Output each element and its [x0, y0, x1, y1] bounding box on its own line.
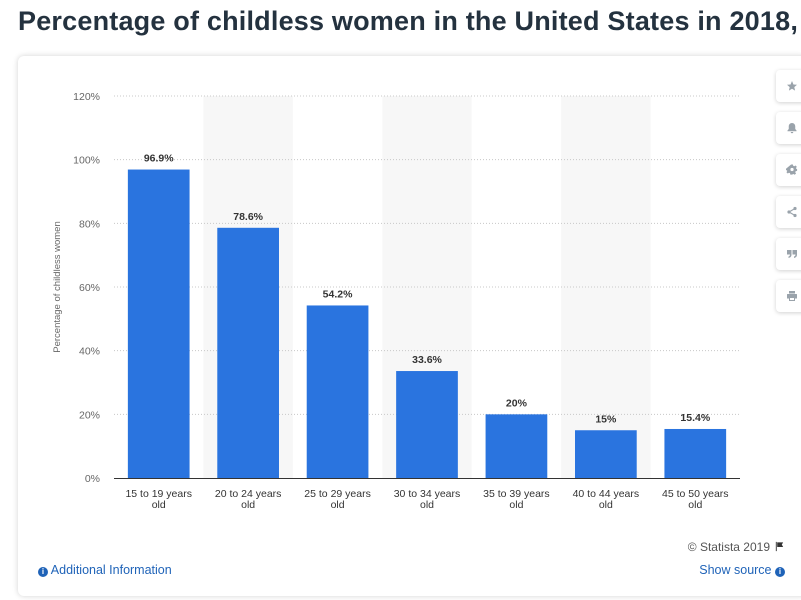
x-tick-label: 20 to 24 years [215, 488, 282, 500]
bar [127, 169, 190, 478]
data-label: 54.2% [323, 288, 353, 300]
bar-chart: 0% 20% 40% 60% 80% 100% 120% Percentage of chil… [52, 91, 740, 511]
x-tick-label: old [241, 499, 255, 511]
bar [306, 305, 369, 478]
additional-information-label: Additional Information [50, 563, 172, 577]
bar [664, 428, 727, 478]
chart-card: 0% 20% 40% 60% 80% 100% 120% Percentage of chil… [18, 56, 801, 596]
share-button[interactable] [776, 196, 801, 228]
info-icon: i [775, 567, 785, 577]
data-label: 20% [506, 397, 528, 409]
bar [396, 371, 458, 478]
y-axis-title: Percentage of childless women [52, 221, 63, 353]
x-tick-label: old [599, 499, 613, 511]
copyright-notice: © Statista 2019 [688, 540, 785, 554]
x-tick-label: old [152, 499, 166, 511]
page-title: Percentage of childless women in the Uni… [18, 6, 799, 36]
bell-icon [787, 123, 797, 134]
x-tick-label: old [688, 499, 702, 511]
y-tick-label: 40% [79, 346, 100, 358]
x-tick-label: old [509, 499, 523, 511]
y-tick-label: 100% [73, 155, 100, 167]
gear-icon [786, 164, 798, 175]
y-tick-label: 120% [73, 91, 100, 103]
star-icon [787, 81, 797, 91]
settings-button[interactable] [776, 154, 801, 186]
show-source-link[interactable]: Show source i [699, 563, 785, 577]
data-label: 96.9% [144, 153, 174, 165]
print-button[interactable] [776, 280, 801, 312]
notification-button[interactable] [776, 112, 801, 144]
y-tick-label: 60% [79, 282, 100, 294]
print-icon [787, 291, 797, 301]
share-icon [787, 206, 797, 218]
data-label: 15.4% [680, 412, 710, 424]
y-tick-label: 0% [85, 473, 100, 485]
additional-information-link[interactable]: i Additional Information [38, 563, 172, 577]
quote-icon [787, 250, 797, 258]
x-tick-label: 45 to 50 years [662, 488, 729, 500]
y-tick-label: 20% [79, 409, 100, 421]
data-label: 33.6% [412, 354, 442, 366]
x-tick-label: old [331, 499, 345, 511]
y-tick-label: 80% [79, 218, 100, 230]
info-icon: i [38, 567, 48, 577]
favorite-button[interactable] [776, 70, 801, 102]
x-tick-label: 30 to 34 years [394, 488, 461, 500]
bar [485, 414, 548, 478]
data-label: 78.6% [233, 211, 263, 223]
copyright-text: © Statista 2019 [687, 540, 770, 554]
cite-button[interactable] [776, 238, 801, 270]
flag-icon [775, 541, 784, 552]
bar [575, 430, 637, 478]
x-tick-label: 40 to 44 years [573, 488, 640, 500]
bar [217, 227, 279, 478]
x-tick-label: 35 to 39 years [483, 488, 550, 500]
x-tick-label: 25 to 29 years [304, 488, 371, 500]
x-tick-label: 15 to 19 years [125, 488, 192, 500]
data-label: 15% [595, 413, 617, 425]
show-source-label: Show source [699, 563, 772, 577]
x-tick-label: old [420, 499, 434, 511]
